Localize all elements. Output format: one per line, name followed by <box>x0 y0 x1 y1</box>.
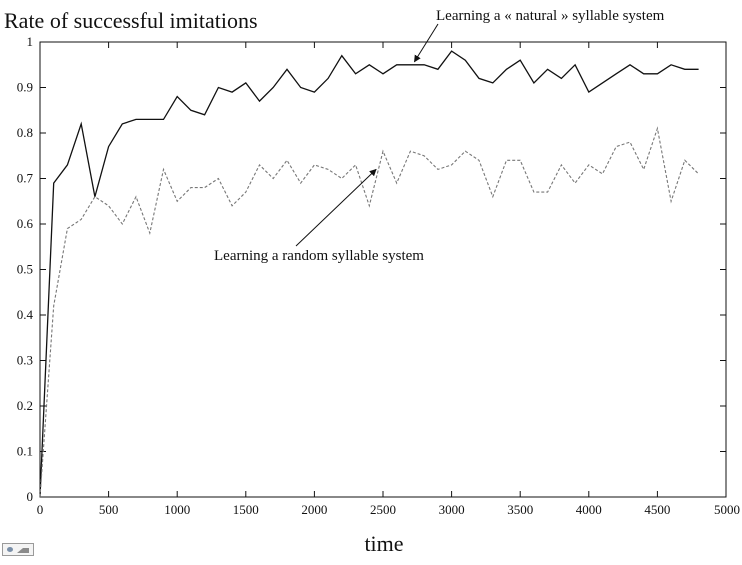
x-axis-label: time <box>364 531 403 556</box>
y-tick-label: 0.7 <box>17 171 34 186</box>
y-tick-label: 0.9 <box>17 80 33 95</box>
annotation-random-label: Learning a random syllable system <box>214 248 424 264</box>
x-tick-label: 0 <box>37 502 44 517</box>
series-line-natural <box>39 50 699 498</box>
annotation-natural-label: Learning a « natural » syllable system <box>436 8 665 24</box>
x-tick-label: 2000 <box>301 502 327 517</box>
x-tick-label: 3500 <box>507 502 533 517</box>
series-line-random <box>39 126 699 498</box>
y-tick-label: 1 <box>27 34 34 49</box>
x-tick-label: 3000 <box>439 502 465 517</box>
y-tick-label: 0.2 <box>17 398 33 413</box>
x-tick-label: 2500 <box>370 502 396 517</box>
y-tick-label: 0.5 <box>17 262 33 277</box>
y-tick-label: 0.1 <box>17 444 33 459</box>
x-tick-label: 1500 <box>233 502 259 517</box>
y-axis: 0 0.1 0.2 0.3 0.4 0.5 0.6 0.7 0.8 0.9 1 <box>17 34 726 504</box>
y-tick-label: 0 <box>27 489 34 504</box>
chart-title: Rate of successful imitations <box>4 8 258 33</box>
image-placeholder-icon <box>2 543 34 556</box>
y-tick-label: 0.4 <box>17 307 34 322</box>
x-tick-label: 500 <box>99 502 119 517</box>
x-tick-label: 4000 <box>576 502 602 517</box>
y-tick-label: 0.8 <box>17 125 33 140</box>
annotation-random-arrow <box>295 168 377 247</box>
y-tick-label: 0.6 <box>17 216 34 231</box>
x-tick-label: 5000 <box>714 502 740 517</box>
x-tick-label: 1000 <box>164 502 190 517</box>
annotation-natural-arrow <box>414 23 439 63</box>
series-layer <box>39 50 699 498</box>
x-tick-label: 4500 <box>644 502 670 517</box>
y-tick-label: 0.3 <box>17 353 33 368</box>
plot-frame <box>39 41 727 498</box>
x-axis: 0 500 1000 1500 2000 2500 3000 3500 4000 4500 5000 <box>37 42 740 517</box>
